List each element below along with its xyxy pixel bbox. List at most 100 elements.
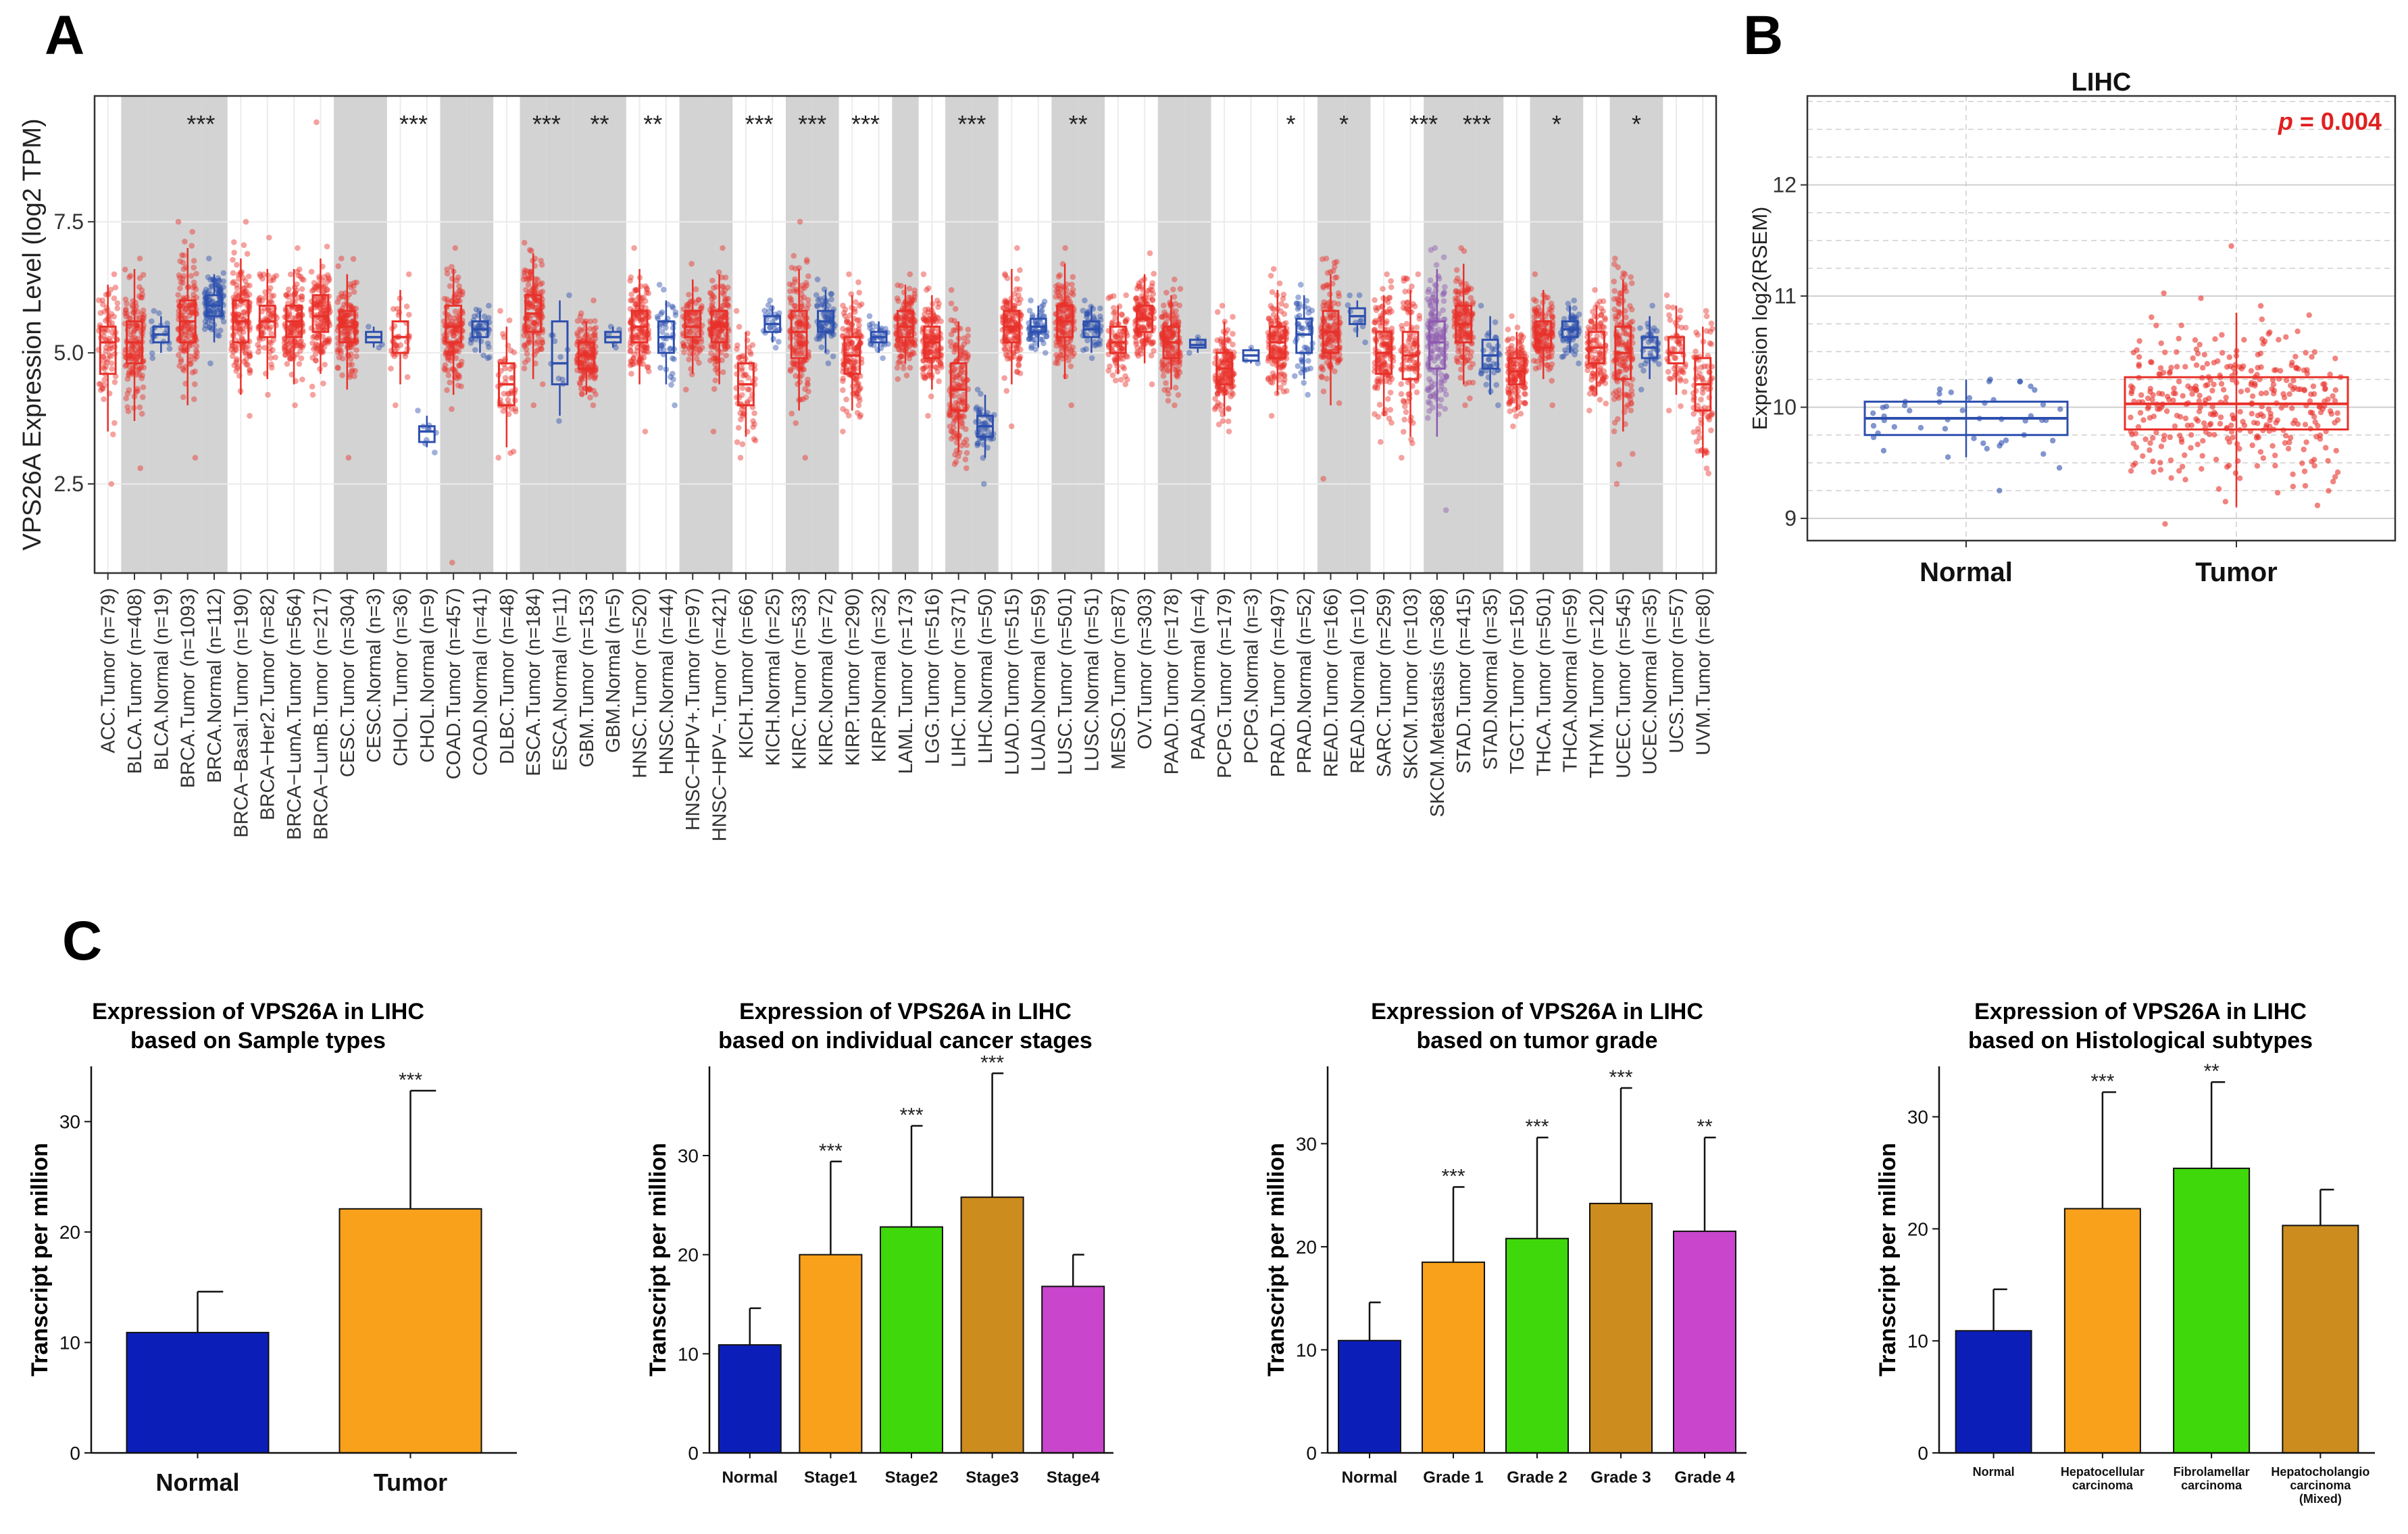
data-point xyxy=(661,287,667,293)
data-point xyxy=(256,296,262,302)
data-point xyxy=(268,361,274,368)
data-point xyxy=(593,391,599,397)
data-point xyxy=(130,354,137,360)
data-point xyxy=(880,355,886,362)
data-point xyxy=(1325,339,1331,345)
data-point xyxy=(535,332,542,339)
data-point xyxy=(126,352,133,359)
data-point xyxy=(1324,322,1330,328)
data-point xyxy=(840,302,846,309)
data-point xyxy=(1372,297,1378,303)
significance-label: * xyxy=(1286,110,1295,138)
data-point xyxy=(737,455,744,461)
data-point xyxy=(745,386,751,393)
data-point xyxy=(738,365,745,372)
significance-label: *** xyxy=(745,110,774,138)
data-point xyxy=(686,356,693,363)
data-point xyxy=(1305,324,1311,330)
data-point xyxy=(1265,315,1272,322)
data-point xyxy=(104,327,111,333)
data-point xyxy=(97,387,104,393)
data-point xyxy=(180,295,186,301)
data-point xyxy=(579,391,585,397)
data-point xyxy=(96,380,103,387)
data-point xyxy=(856,289,862,296)
data-point xyxy=(106,346,113,352)
data-point xyxy=(215,288,221,295)
data-point xyxy=(1083,346,1089,352)
shaded-band xyxy=(972,96,999,573)
data-point xyxy=(313,357,319,364)
shaded-band xyxy=(174,96,201,573)
data-point xyxy=(214,286,220,292)
data-point xyxy=(1172,276,1178,282)
data-point xyxy=(124,310,130,317)
data-point xyxy=(347,281,353,287)
data-point xyxy=(1297,282,1304,288)
shaded-band xyxy=(334,96,361,573)
data-point xyxy=(686,300,693,306)
data-point xyxy=(851,364,857,370)
data-point xyxy=(140,314,146,321)
data-point xyxy=(814,302,820,309)
shaded-band xyxy=(599,96,626,573)
data-point xyxy=(1276,280,1283,287)
data-point xyxy=(1069,281,1075,288)
data-point xyxy=(129,370,135,376)
data-point xyxy=(181,344,188,350)
data-point xyxy=(672,312,679,318)
data-point xyxy=(963,426,969,432)
data-point xyxy=(140,394,146,400)
x-tick-label: HNSC.Normal (n=44) xyxy=(656,588,678,774)
data-point xyxy=(1056,337,1062,344)
x-tick-label: GBM.Normal (n=5) xyxy=(603,588,624,753)
data-point xyxy=(826,303,832,309)
data-point xyxy=(575,332,581,339)
data-point xyxy=(445,372,452,378)
data-point xyxy=(180,252,187,259)
data-point xyxy=(353,279,359,286)
data-point xyxy=(481,314,488,320)
data-point xyxy=(193,286,199,293)
x-tick-label: BRCA−Her2.Tumor (n=82) xyxy=(257,588,279,820)
x-tick-label: OV.Tumor (n=303) xyxy=(1134,588,1156,749)
data-point xyxy=(241,242,247,249)
data-point xyxy=(393,402,399,408)
data-point xyxy=(126,363,132,370)
data-point xyxy=(693,338,699,344)
data-point xyxy=(164,320,170,326)
data-point xyxy=(182,305,189,312)
data-point xyxy=(1055,355,1061,361)
data-point xyxy=(133,356,140,362)
data-point xyxy=(201,326,208,332)
data-point xyxy=(965,326,972,333)
data-point xyxy=(590,402,597,408)
data-point xyxy=(1301,380,1307,386)
data-point xyxy=(124,301,130,307)
data-point xyxy=(521,365,528,372)
data-point xyxy=(1173,351,1179,357)
data-point xyxy=(192,455,199,461)
data-point xyxy=(788,264,795,271)
data-point xyxy=(792,279,798,285)
data-point xyxy=(1320,354,1327,360)
data-point xyxy=(828,296,834,303)
data-point xyxy=(922,365,928,372)
data-point xyxy=(350,255,357,262)
data-point xyxy=(1309,307,1315,314)
data-point xyxy=(366,324,372,330)
data-point xyxy=(316,284,323,290)
data-point xyxy=(126,315,132,322)
data-point xyxy=(1149,381,1155,387)
data-point xyxy=(720,245,726,251)
data-point xyxy=(394,345,400,351)
data-point xyxy=(1124,376,1130,382)
data-point xyxy=(103,348,109,355)
data-point xyxy=(723,352,729,359)
data-point xyxy=(1068,363,1074,370)
data-point xyxy=(286,325,293,331)
data-point xyxy=(1084,322,1091,328)
data-point xyxy=(101,366,107,372)
data-point xyxy=(136,284,143,291)
data-point xyxy=(924,287,930,293)
